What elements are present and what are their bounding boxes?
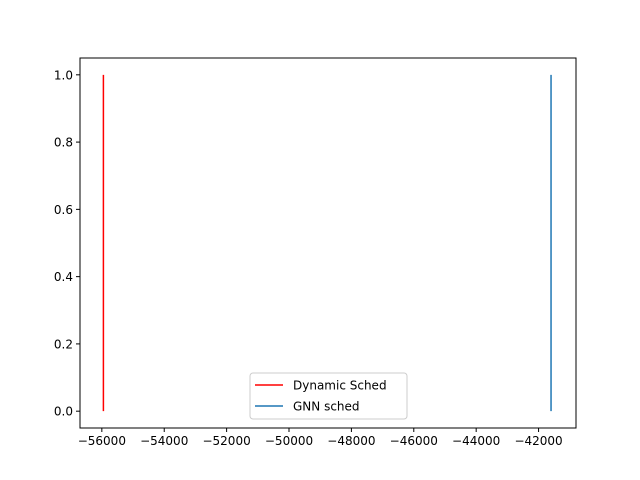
y-tick-label: 0.4	[54, 270, 73, 284]
x-tick-label: −54000	[140, 434, 188, 448]
x-tick-label: −50000	[265, 434, 313, 448]
x-tick-label: −44000	[452, 434, 500, 448]
plot-area	[80, 58, 576, 428]
legend-label-dynamic-sched: Dynamic Sched	[293, 379, 387, 393]
y-axis: 0.0 0.2 0.4 0.6 0.8 1.0	[54, 68, 80, 419]
y-tick-label: 1.0	[54, 68, 73, 82]
y-tick-label: 0.0	[54, 405, 73, 419]
legend: Dynamic Sched GNN sched	[249, 372, 408, 420]
x-tick-label: −52000	[202, 434, 250, 448]
x-tick-label: −42000	[514, 434, 562, 448]
x-tick-label: −46000	[390, 434, 438, 448]
series-layer	[102, 74, 552, 412]
y-tick-label: 0.6	[54, 203, 73, 217]
y-tick-label: 0.2	[54, 337, 73, 351]
y-tick-label: 0.8	[54, 136, 73, 150]
x-axis: −56000 −54000 −52000 −50000 −48000 −46000 −440…	[78, 428, 563, 448]
legend-box	[249, 372, 408, 420]
legend-label-gnn-sched: GNN sched	[293, 400, 360, 414]
x-tick-label: −48000	[327, 434, 375, 448]
x-tick-label: −56000	[78, 434, 126, 448]
plot-frame	[79, 57, 577, 429]
